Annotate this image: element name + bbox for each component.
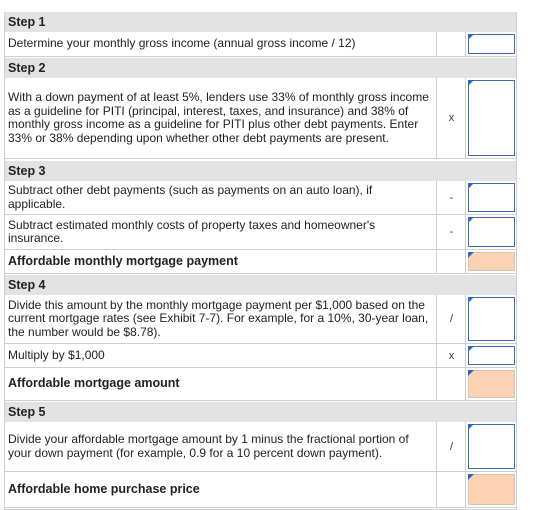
row-label: Subtract other debt payments (such as pa… (4, 181, 437, 214)
taxes-insurance-input[interactable] (468, 217, 515, 247)
row-label: Affordable mortgage amount (4, 368, 437, 400)
operator (438, 32, 466, 56)
row-label: Divide this amount by the monthly mortga… (4, 295, 437, 343)
row-label: Affordable home purchase price (4, 472, 437, 507)
subtract-operator: - (438, 181, 466, 214)
step-5-heading: Step 5 (4, 402, 517, 422)
input-marker-icon (468, 217, 474, 223)
row-gross-income: Determine your monthly gross income (ann… (4, 32, 517, 57)
input-marker-icon (468, 474, 474, 480)
input-marker-icon (468, 346, 474, 352)
step-2-heading: Step 2 (4, 58, 517, 78)
row-affordable-mortgage-amount: Affordable mortgage amount (4, 368, 517, 401)
down-payment-fraction-input[interactable] (468, 424, 515, 469)
row-taxes-insurance: Subtract estimated monthly costs of prop… (4, 215, 517, 250)
input-marker-icon (468, 297, 474, 303)
row-label: Multiply by $1,000 (4, 344, 437, 367)
row-other-debt: Subtract other debt payments (such as pa… (4, 181, 517, 215)
row-label: Affordable monthly mortgage payment (4, 250, 437, 273)
row-multiply-1000: Multiply by $1,000 x (4, 344, 517, 368)
operator (438, 250, 466, 273)
divide-operator: / (438, 422, 466, 471)
multiply-operator: x (438, 78, 466, 158)
affordable-mortgage-amount-result[interactable] (468, 370, 515, 398)
input-marker-icon (468, 252, 474, 258)
row-payment-per-1000: Divide this amount by the monthly mortga… (4, 295, 517, 344)
operator (438, 368, 466, 400)
input-marker-icon (468, 34, 474, 40)
multiply-1000-input[interactable] (468, 346, 515, 365)
affordable-home-price-result[interactable] (468, 474, 515, 505)
input-marker-icon (468, 370, 474, 376)
row-label: With a down payment of at least 5%, lend… (4, 78, 437, 158)
operator (438, 472, 466, 507)
subtract-operator: - (438, 215, 466, 249)
gross-income-input[interactable] (468, 34, 515, 54)
input-marker-icon (468, 424, 474, 430)
row-label: Subtract estimated monthly costs of prop… (4, 215, 437, 249)
step-1-heading: Step 1 (4, 12, 517, 32)
row-affordable-home-price: Affordable home purchase price (4, 472, 517, 508)
divide-operator: / (438, 295, 466, 343)
payment-per-1000-input[interactable] (468, 297, 515, 341)
row-label: Determine your monthly gross income (ann… (4, 32, 437, 56)
row-piti-percentage: With a down payment of at least 5%, lend… (4, 78, 517, 159)
other-debt-input[interactable] (468, 183, 515, 212)
affordable-monthly-payment-result[interactable] (468, 252, 515, 271)
input-marker-icon (468, 183, 474, 189)
piti-percentage-input[interactable] (468, 80, 515, 156)
multiply-operator: x (438, 344, 466, 367)
input-marker-icon (468, 80, 474, 86)
row-affordable-monthly-payment: Affordable monthly mortgage payment (4, 250, 517, 274)
row-down-payment-divide: Divide your affordable mortgage amount b… (4, 422, 517, 472)
step-4-heading: Step 4 (4, 275, 517, 295)
step-3-heading: Step 3 (4, 161, 517, 181)
row-label: Divide your affordable mortgage amount b… (4, 422, 437, 471)
